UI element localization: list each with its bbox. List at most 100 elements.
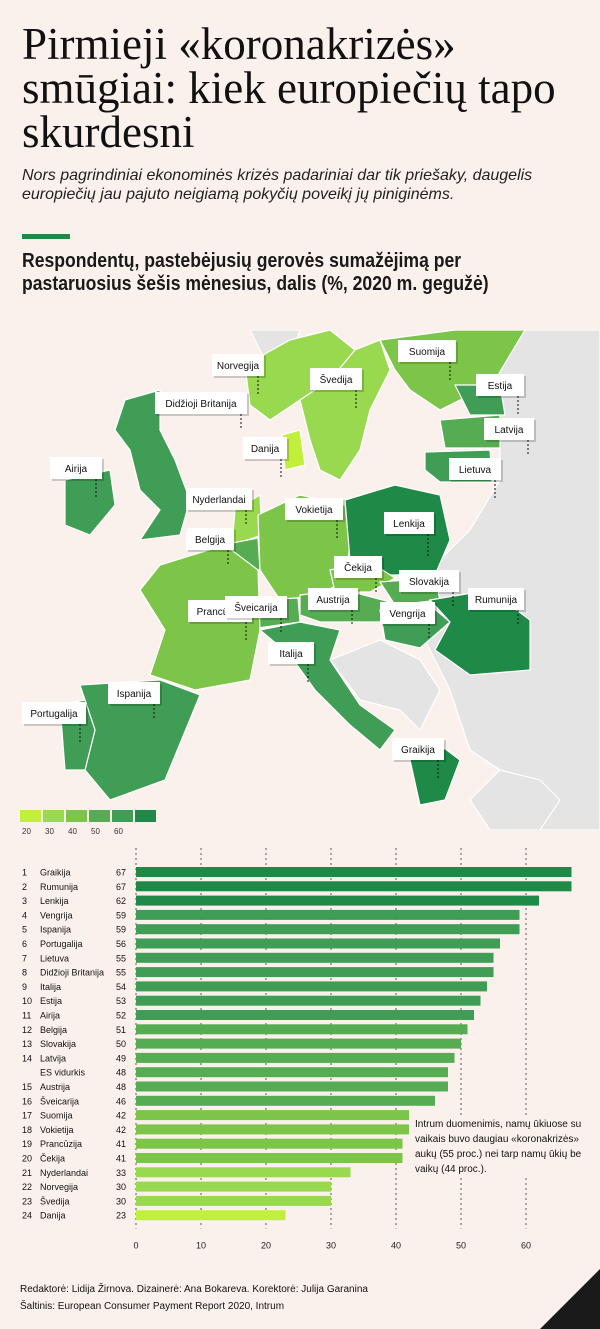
country-no-data — [329, 639, 441, 732]
map-label-italija: Italija — [268, 642, 316, 682]
bar — [136, 1110, 409, 1121]
page-title: Pirmieji «koronakrizės» smūgiai: kiek eu… — [22, 19, 556, 157]
bar-value-label: 33 — [116, 1168, 126, 1178]
bar-value-label: 46 — [116, 1096, 126, 1106]
bar-rank: 13 — [22, 1039, 32, 1049]
bar-value-label: 52 — [116, 1011, 126, 1021]
bar — [136, 1081, 448, 1092]
legend-tick: 50 — [91, 827, 100, 836]
bar-category-label: Austrija — [40, 1082, 70, 1092]
bar-value-label: 51 — [116, 1025, 126, 1035]
map-label-didžioji-britanija: Didžioji Britanija — [155, 392, 249, 430]
bar-rank: 8 — [22, 968, 27, 978]
map-label-text: Švedija — [320, 373, 353, 386]
map-label-vokietija: Vokietija — [285, 498, 345, 538]
map-label-text: Slovakija — [409, 577, 449, 588]
bar-rank: 2 — [22, 882, 27, 892]
map-label-danija: Danija — [243, 437, 289, 477]
bar-value-label: 67 — [116, 868, 126, 878]
map-label-slovakija: Slovakija — [399, 570, 461, 608]
map-label-text: Čekija — [344, 561, 372, 574]
bar — [136, 1167, 351, 1178]
bar-value-label: 49 — [116, 1053, 126, 1063]
map-label-text: Lenkija — [393, 519, 425, 530]
bar-value-label: 56 — [116, 939, 126, 949]
x-tick-label: 10 — [196, 1241, 206, 1251]
bar-rank: 14 — [22, 1053, 32, 1063]
map-label-text: Latvija — [495, 425, 524, 436]
legend-tick: 40 — [68, 827, 77, 836]
map-label-čekija: Čekija — [334, 556, 384, 594]
bar-rank: 18 — [22, 1125, 32, 1135]
bar-category-label: Latvija — [40, 1053, 66, 1063]
bar-value-label: 30 — [116, 1182, 126, 1192]
credits: Redaktorė: Lidija Žirnova. Dizainerė: An… — [20, 1281, 368, 1315]
sputnik-logo — [540, 1269, 600, 1329]
bar — [136, 1181, 331, 1192]
chart-title: Respondentų, pastebėjusių gerovės sumažė… — [22, 250, 489, 295]
page-subtitle: Nors pagrindiniai ekonominės krizės pada… — [22, 167, 533, 203]
map-label-norvegija: Norvegija — [212, 354, 266, 396]
bar-category-label: Čekija — [40, 1154, 65, 1164]
bar-category-label: Suomija — [40, 1111, 73, 1121]
bar-rank: 15 — [22, 1082, 32, 1092]
map-label-text: Austrija — [316, 595, 350, 606]
bar-value-label: 55 — [116, 968, 126, 978]
map-label-vengrija: Vengrija — [380, 602, 437, 640]
map-label-rumunija: Rumunija — [468, 588, 526, 626]
map-label-text: Graikija — [401, 745, 435, 756]
country-švedija — [299, 339, 391, 481]
bar-rank: 5 — [22, 925, 27, 935]
bar-value-label: 42 — [116, 1111, 126, 1121]
map-label-text: Estija — [488, 381, 513, 392]
bar-category-label: Rumunija — [40, 882, 78, 892]
legend-swatch — [43, 810, 64, 822]
map-label-text: Airija — [65, 464, 88, 475]
bar-value-label: 30 — [116, 1196, 126, 1206]
bar-category-label: Graikija — [40, 868, 71, 878]
bar — [136, 1038, 461, 1049]
bar-rank: 10 — [22, 996, 32, 1006]
bar-rank: 16 — [22, 1096, 32, 1106]
bar-chart: 0 10 20 30 40 50 601 Graikija 672 Rumunija 673 Lenk… — [22, 848, 572, 1251]
map-label-graikija: Graikija — [392, 738, 446, 778]
map-label-text: Lietuva — [459, 465, 492, 476]
legend-swatch — [20, 810, 41, 822]
map-label-belgija: Belgija — [186, 528, 236, 566]
x-tick-label: 40 — [391, 1241, 401, 1251]
map-label-latvija: Latvija — [484, 418, 536, 456]
map-label-text: Belgija — [195, 535, 225, 546]
map-labels: Norvegija Suomija Švedija Estija Didžioji Br… — [22, 340, 536, 778]
bar-rank: 22 — [22, 1182, 32, 1192]
bar-category-label: Vengrija — [40, 910, 73, 920]
accent-rule — [22, 234, 70, 239]
bar — [136, 924, 520, 935]
bar-category-label: Šveicarija — [40, 1096, 79, 1106]
legend-tick: 30 — [45, 827, 54, 836]
bar-rank: 17 — [22, 1111, 32, 1121]
credits-authors: Redaktorė: Lidija Žirnova. Dizainerė: An… — [20, 1284, 368, 1295]
bar-rank: 3 — [22, 896, 27, 906]
bar — [136, 1124, 409, 1135]
bar-value-label: 67 — [116, 882, 126, 892]
map-label-portugalija: Portugalija — [22, 702, 88, 744]
bar — [136, 1138, 403, 1149]
bar-value-label: 48 — [116, 1068, 126, 1078]
bar-value-label: 23 — [116, 1211, 126, 1221]
map-label-airija: Airija — [50, 457, 104, 499]
bar-category-label: Portugalija — [40, 939, 83, 949]
x-tick-label: 50 — [456, 1241, 466, 1251]
bar-value-label: 48 — [116, 1082, 126, 1092]
bar-category-label: Norvegija — [40, 1182, 78, 1192]
map-label-estija: Estija — [476, 374, 526, 414]
bar-category-label: Estija — [40, 996, 62, 1006]
map-label-lenkija: Lenkija — [384, 512, 436, 556]
map-label-austrija: Austrija — [308, 588, 360, 626]
map-label-text: Danija — [251, 444, 280, 455]
map-label-text: Ispanija — [117, 689, 152, 700]
bar-category-label: Didžioji Britanija — [40, 968, 104, 978]
legend-swatch — [89, 810, 110, 822]
map-label-text: Vokietija — [295, 505, 333, 516]
bar-category-label: Vokietija — [40, 1125, 74, 1135]
intrum-note: Intrum duomenimis, namų ūkiuose su vaika… — [415, 1117, 595, 1177]
